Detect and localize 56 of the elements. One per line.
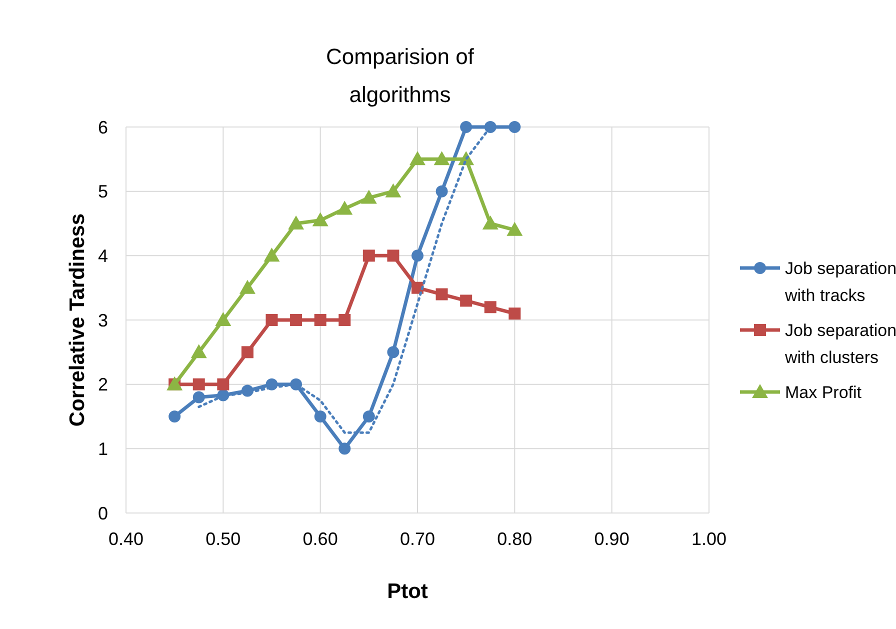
- point: [460, 121, 472, 133]
- point: [168, 410, 181, 422]
- point: [506, 222, 523, 236]
- x-axis-title: Ptot: [387, 580, 428, 603]
- x-tick-label: 0.50: [206, 529, 241, 549]
- legend-label: Max Profit: [785, 382, 862, 402]
- point: [192, 378, 205, 390]
- x-tick-label: 1.00: [691, 529, 727, 549]
- point: [290, 314, 302, 326]
- point: [387, 346, 400, 358]
- point: [190, 344, 207, 358]
- point: [385, 183, 402, 198]
- point: [241, 346, 254, 358]
- legend-label: Job separation with clusters: [784, 320, 896, 367]
- x-tick-label: 0.60: [302, 529, 338, 549]
- point: [288, 216, 304, 230]
- point: [338, 442, 351, 455]
- point: [312, 212, 328, 226]
- point: [215, 312, 232, 326]
- y-tick-label: 2: [98, 374, 108, 395]
- point: [508, 308, 521, 320]
- y-axis-title: Correlative Tardiness: [66, 213, 89, 427]
- point: [482, 216, 498, 230]
- point: [460, 294, 472, 307]
- x-tick-label: 0.90: [594, 529, 630, 549]
- x-tick-label: 0.80: [497, 529, 532, 549]
- point: [436, 288, 448, 300]
- y-tick-label: 5: [98, 182, 108, 202]
- x-tick-label: 0.70: [400, 529, 436, 549]
- point: [412, 250, 424, 262]
- point: [314, 314, 326, 326]
- y-tick-label: 6: [98, 117, 108, 138]
- point: [410, 151, 426, 166]
- point: [264, 248, 280, 262]
- y-tick-label: 1: [98, 438, 108, 459]
- point: [314, 410, 326, 422]
- y-tick-label: 3: [98, 310, 108, 330]
- point: [192, 391, 205, 404]
- point: [336, 200, 353, 215]
- y-tick-label: 0: [98, 503, 108, 524]
- point: [362, 250, 375, 262]
- point: [338, 314, 351, 326]
- chart-title: Comparision of algorithms: [326, 44, 475, 107]
- point: [387, 250, 400, 262]
- point: [266, 314, 278, 326]
- point: [484, 301, 496, 314]
- x-tick-label: 0.40: [108, 529, 144, 549]
- point: [436, 185, 448, 198]
- point: [508, 121, 521, 133]
- point: [360, 190, 377, 204]
- point: [362, 410, 375, 422]
- point: [239, 280, 256, 294]
- point: [217, 378, 230, 390]
- legend-label: Job separation with tracks: [784, 258, 896, 305]
- y-tick-label: 4: [98, 246, 108, 266]
- point: [434, 151, 450, 166]
